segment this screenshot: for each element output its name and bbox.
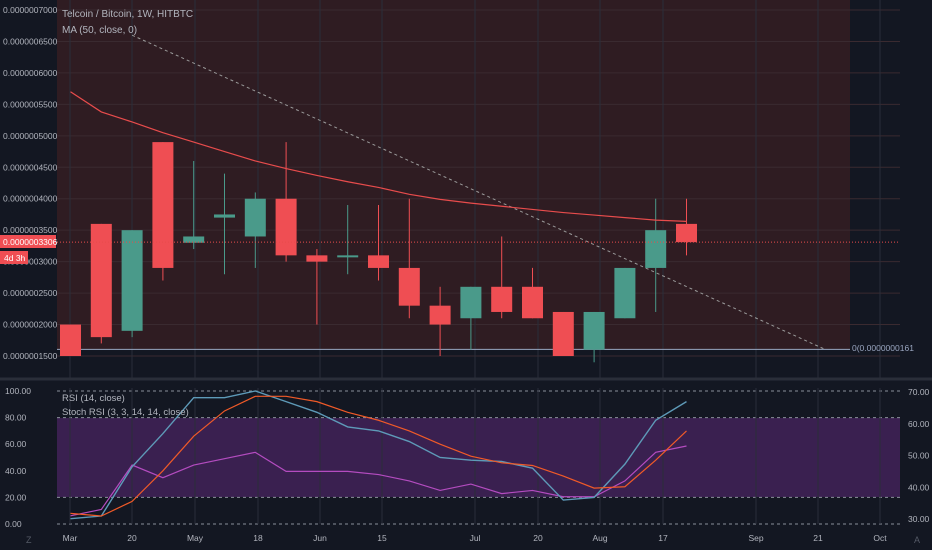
price-badge-bg bbox=[0, 235, 56, 248]
price-axis: 0.0000007000 0.0000006500 0.0000006000 0.00… bbox=[3, 5, 58, 361]
rsi-tick-label: 40.00 bbox=[908, 482, 930, 492]
candle-body bbox=[337, 255, 359, 258]
rsi-indicator-label[interactable]: RSI (14, close) bbox=[62, 393, 125, 404]
candle-body bbox=[152, 142, 174, 268]
zoom-reset-icon[interactable]: Z bbox=[26, 535, 32, 545]
time-tick-label: 15 bbox=[377, 533, 387, 543]
time-tick-label: 20 bbox=[127, 533, 137, 543]
candle-body bbox=[552, 311, 574, 356]
candle-body bbox=[676, 223, 697, 243]
time-tick-label: Jul bbox=[470, 533, 481, 543]
stoch-tick-label: 80.00 bbox=[5, 413, 27, 423]
time-tick-label: Aug bbox=[592, 533, 607, 543]
candle-body bbox=[244, 198, 266, 237]
price-tick-label: 0.0000004000 bbox=[3, 194, 58, 204]
time-tick-label: 17 bbox=[658, 533, 668, 543]
rsi-tick-label: 30.00 bbox=[908, 514, 930, 524]
price-tick-label: 0.0000002500 bbox=[3, 288, 58, 298]
rsi-tick-label: 60.00 bbox=[908, 419, 930, 429]
stoch-tick-label: 40.00 bbox=[5, 466, 27, 476]
candles bbox=[60, 142, 697, 363]
time-tick-label: Jun bbox=[313, 533, 327, 543]
time-tick-label: 20 bbox=[533, 533, 543, 543]
ma-indicator-label[interactable]: MA (50, close, 0) bbox=[62, 25, 137, 36]
candle-body bbox=[60, 324, 81, 356]
price-tick-label: 0.0000001500 bbox=[3, 351, 58, 361]
stoch-axis-left: 100.00 80.00 60.00 40.00 20.00 0.00 bbox=[5, 386, 31, 529]
rsi-axis-right: 70.00 60.00 50.00 40.00 30.00 bbox=[908, 387, 930, 524]
stoch-d-line bbox=[70, 395, 687, 517]
fib-level-label: 0(0.0000000161 bbox=[852, 343, 914, 353]
trendline-dotted bbox=[131, 34, 826, 350]
rsi-tick-label: 50.00 bbox=[908, 451, 930, 461]
candle-body bbox=[583, 311, 605, 350]
price-tick-label: 0.0000003500 bbox=[3, 225, 58, 235]
time-axis: Mar 20 May 18 Jun 15 Jul 20 Aug 17 Sep 21 Oct bbox=[63, 533, 888, 543]
rsi-tick-label: 70.00 bbox=[908, 387, 930, 397]
stoch-indicator-label[interactable]: Stoch RSI (3, 3, 14, 14, close) bbox=[62, 407, 189, 418]
stoch-tick-label: 60.00 bbox=[5, 439, 27, 449]
upper-grid bbox=[57, 9, 900, 357]
price-tick-label: 0.0000007000 bbox=[3, 5, 58, 15]
candle-body bbox=[214, 214, 235, 218]
price-tick-label: 0.0000005000 bbox=[3, 131, 58, 141]
price-tick-label: 0.0000005500 bbox=[3, 99, 58, 109]
candle-body bbox=[614, 267, 636, 319]
candle-body bbox=[460, 286, 482, 319]
candle-body bbox=[90, 223, 112, 338]
price-tick-label: 0.0000002000 bbox=[3, 320, 58, 330]
candle-body bbox=[121, 230, 143, 331]
candle-body bbox=[429, 305, 451, 325]
candle-body bbox=[491, 286, 513, 312]
price-tick-label: 0.0000004500 bbox=[3, 162, 58, 172]
time-tick-label: May bbox=[187, 533, 204, 543]
time-tick-label: Sep bbox=[748, 533, 763, 543]
rsi-line bbox=[70, 445, 687, 517]
upper-zone bbox=[57, 0, 850, 349]
countdown-badge: 4d 3h bbox=[4, 253, 26, 263]
candle-body bbox=[306, 255, 328, 262]
ma-line bbox=[70, 91, 687, 222]
candle-body bbox=[275, 198, 297, 256]
candle-body bbox=[398, 267, 420, 306]
countdown-badge-bg bbox=[0, 251, 28, 264]
candle-body bbox=[183, 236, 205, 243]
lower-grid bbox=[57, 390, 900, 525]
price-tick-label: 0.0000003000 bbox=[3, 257, 58, 267]
time-tick-label: Oct bbox=[873, 533, 887, 543]
symbol-title: Telcoin / Bitcoin, 1W, HITBTC bbox=[62, 9, 193, 20]
time-tick-label: 21 bbox=[813, 533, 823, 543]
price-tick-label: 0.0000006500 bbox=[3, 36, 58, 46]
price-badge: 0.0000003306 bbox=[3, 237, 58, 247]
time-tick-label: 18 bbox=[253, 533, 263, 543]
stoch-tick-label: 0.00 bbox=[5, 519, 22, 529]
candle-body bbox=[522, 286, 543, 319]
candle-body bbox=[368, 255, 389, 268]
stoch-tick-label: 100.00 bbox=[5, 386, 31, 396]
price-tick-label: 0.0000006000 bbox=[3, 68, 58, 78]
candle-body bbox=[645, 230, 667, 268]
auto-scale-icon[interactable]: A bbox=[914, 535, 920, 545]
stoch-k-line bbox=[70, 390, 687, 520]
time-tick-label: Mar bbox=[63, 533, 78, 543]
stoch-tick-label: 20.00 bbox=[5, 492, 27, 502]
